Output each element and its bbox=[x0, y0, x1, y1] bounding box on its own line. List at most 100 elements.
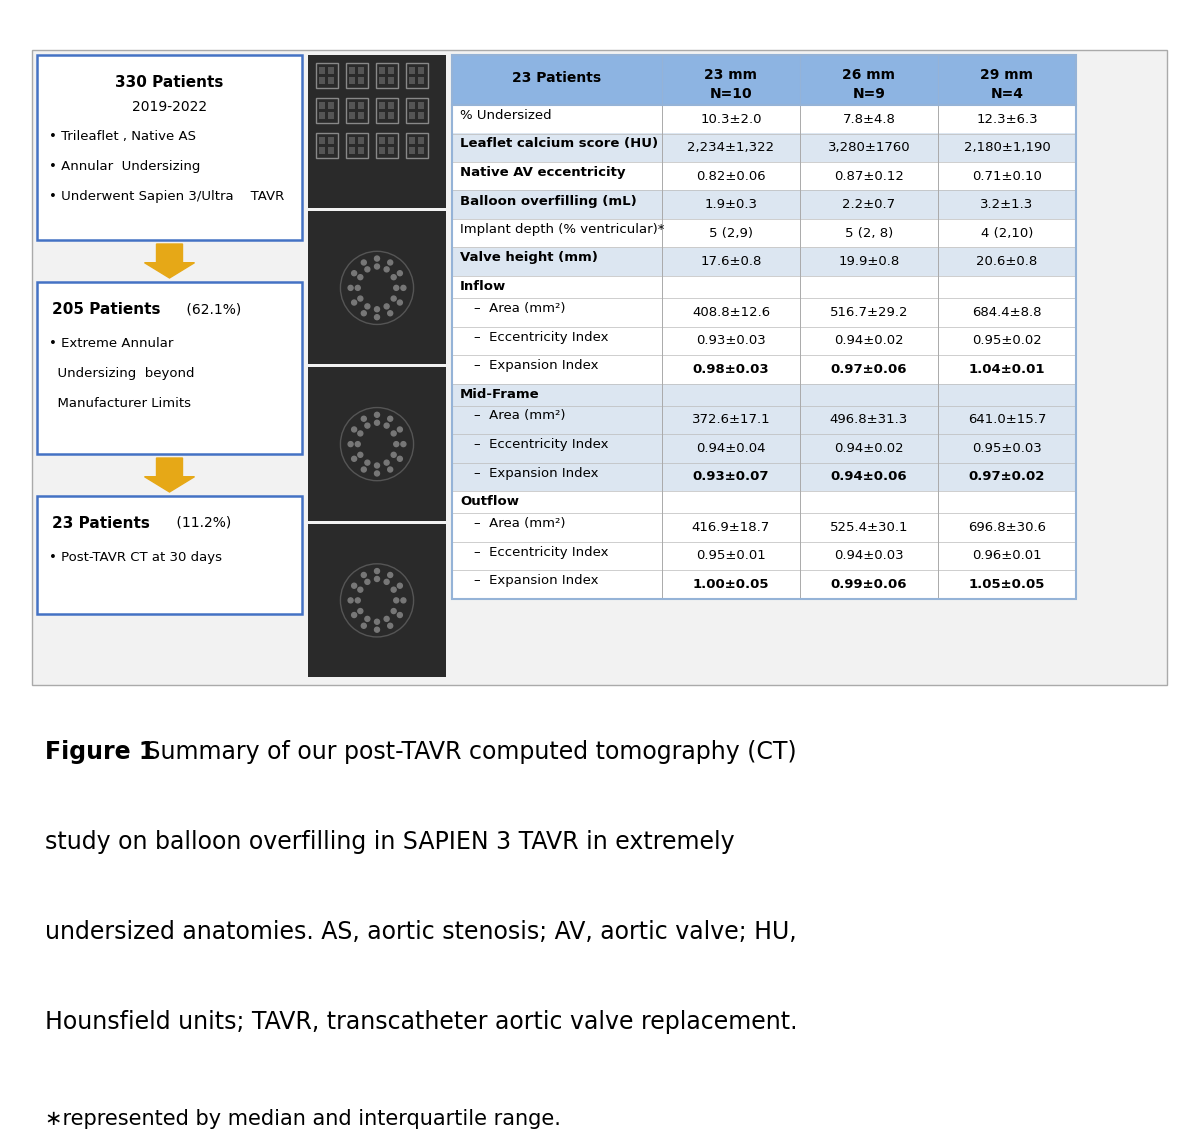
Circle shape bbox=[355, 441, 360, 447]
Circle shape bbox=[384, 423, 389, 429]
Circle shape bbox=[355, 597, 360, 603]
FancyBboxPatch shape bbox=[37, 55, 302, 241]
Text: % Undersized: % Undersized bbox=[460, 109, 552, 122]
Bar bbox=[308, 211, 446, 365]
Circle shape bbox=[388, 572, 392, 578]
Circle shape bbox=[358, 275, 362, 279]
Circle shape bbox=[352, 584, 356, 588]
Text: Balloon overfilling (mL): Balloon overfilling (mL) bbox=[460, 195, 637, 207]
Text: • Post-TAVR CT at 30 days: • Post-TAVR CT at 30 days bbox=[49, 551, 222, 564]
Bar bbox=[358, 67, 364, 74]
Circle shape bbox=[374, 307, 379, 311]
Bar bbox=[452, 434, 1076, 463]
Circle shape bbox=[397, 612, 402, 618]
Text: Outflow: Outflow bbox=[460, 495, 520, 508]
Circle shape bbox=[348, 597, 353, 603]
Bar bbox=[388, 78, 394, 84]
Text: 23 mm: 23 mm bbox=[704, 68, 757, 82]
Circle shape bbox=[374, 471, 379, 475]
Circle shape bbox=[397, 428, 402, 432]
Text: 408.8±12.6: 408.8±12.6 bbox=[692, 306, 770, 319]
Circle shape bbox=[355, 285, 360, 291]
Bar bbox=[409, 78, 415, 84]
Text: 23 Patients: 23 Patients bbox=[52, 516, 150, 531]
Text: 0.95±0.02: 0.95±0.02 bbox=[972, 334, 1042, 348]
Circle shape bbox=[365, 617, 370, 621]
Bar bbox=[452, 298, 1076, 326]
Bar bbox=[452, 55, 1076, 599]
Polygon shape bbox=[144, 458, 194, 492]
Text: Hounsfield units; TAVR, transcatheter aortic valve replacement.: Hounsfield units; TAVR, transcatheter ao… bbox=[46, 1010, 798, 1034]
Circle shape bbox=[374, 264, 379, 269]
Bar bbox=[349, 147, 355, 154]
Circle shape bbox=[348, 285, 353, 291]
Circle shape bbox=[388, 467, 392, 472]
Text: N=4: N=4 bbox=[990, 87, 1024, 101]
Bar bbox=[316, 98, 338, 123]
Bar bbox=[452, 383, 1076, 406]
Text: (62.1%): (62.1%) bbox=[182, 302, 241, 316]
Circle shape bbox=[374, 577, 379, 581]
Circle shape bbox=[374, 413, 379, 417]
Circle shape bbox=[365, 423, 370, 429]
Bar bbox=[452, 491, 1076, 513]
Text: 12.3±6.3: 12.3±6.3 bbox=[976, 113, 1038, 125]
Bar bbox=[316, 63, 338, 88]
Circle shape bbox=[394, 285, 398, 291]
Circle shape bbox=[384, 304, 389, 309]
Text: 2019-2022: 2019-2022 bbox=[132, 100, 208, 114]
Bar bbox=[406, 63, 428, 88]
Circle shape bbox=[358, 296, 362, 301]
FancyBboxPatch shape bbox=[37, 496, 302, 614]
Circle shape bbox=[394, 441, 398, 447]
Circle shape bbox=[401, 597, 406, 603]
Circle shape bbox=[352, 300, 356, 306]
Bar bbox=[452, 55, 1076, 105]
Bar bbox=[452, 276, 1076, 298]
Text: –  Expansion Index: – Expansion Index bbox=[474, 466, 599, 480]
Text: 0.82±0.06: 0.82±0.06 bbox=[696, 170, 766, 182]
Circle shape bbox=[388, 624, 392, 628]
Bar bbox=[418, 147, 424, 154]
Text: –  Area (mm²): – Area (mm²) bbox=[474, 409, 565, 423]
Bar bbox=[346, 98, 368, 123]
Bar bbox=[452, 463, 1076, 491]
Text: 0.71±0.10: 0.71±0.10 bbox=[972, 170, 1042, 182]
Text: 29 mm: 29 mm bbox=[980, 68, 1033, 82]
Circle shape bbox=[361, 572, 366, 578]
Circle shape bbox=[391, 587, 396, 592]
Bar bbox=[452, 542, 1076, 570]
Bar bbox=[418, 101, 424, 109]
Text: 496.8±31.3: 496.8±31.3 bbox=[830, 413, 908, 426]
Circle shape bbox=[397, 300, 402, 306]
Circle shape bbox=[358, 609, 362, 613]
Text: 416.9±18.7: 416.9±18.7 bbox=[692, 521, 770, 534]
Text: 696.8±30.6: 696.8±30.6 bbox=[968, 521, 1046, 534]
Bar bbox=[376, 63, 398, 88]
Text: • Annular  Undersizing: • Annular Undersizing bbox=[49, 160, 200, 173]
Text: 0.96±0.01: 0.96±0.01 bbox=[972, 549, 1042, 562]
Bar bbox=[388, 112, 394, 119]
Circle shape bbox=[358, 431, 362, 435]
Circle shape bbox=[397, 456, 402, 462]
Bar bbox=[418, 112, 424, 119]
Circle shape bbox=[388, 311, 392, 316]
Text: ∗represented by median and interquartile range.: ∗represented by median and interquartile… bbox=[46, 1109, 560, 1129]
Circle shape bbox=[374, 463, 379, 469]
Text: 4 (2,10): 4 (2,10) bbox=[980, 227, 1033, 239]
Bar bbox=[358, 101, 364, 109]
Text: 1.04±0.01: 1.04±0.01 bbox=[968, 363, 1045, 376]
Bar bbox=[409, 67, 415, 74]
Bar bbox=[379, 137, 385, 144]
Circle shape bbox=[374, 619, 379, 625]
Bar bbox=[308, 55, 446, 209]
Bar bbox=[379, 147, 385, 154]
Text: 372.6±17.1: 372.6±17.1 bbox=[691, 413, 770, 426]
Text: 0.94±0.02: 0.94±0.02 bbox=[834, 441, 904, 455]
Circle shape bbox=[374, 627, 379, 633]
Text: –  Area (mm²): – Area (mm²) bbox=[474, 302, 565, 315]
Circle shape bbox=[361, 624, 366, 628]
Circle shape bbox=[391, 431, 396, 435]
Text: 0.99±0.06: 0.99±0.06 bbox=[830, 578, 907, 591]
Bar bbox=[316, 133, 338, 158]
